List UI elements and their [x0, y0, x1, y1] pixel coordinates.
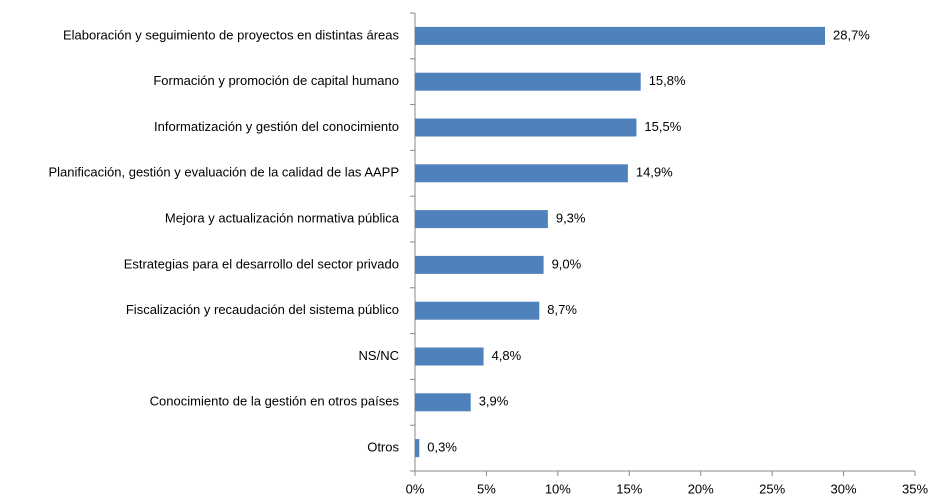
value-label: 0,3% — [427, 440, 457, 455]
y-tick-label: Otros — [367, 440, 399, 455]
bar — [415, 301, 540, 320]
bar — [415, 26, 825, 45]
y-tick-label: Mejora y actualización normativa pública — [165, 211, 400, 226]
value-label: 4,8% — [492, 348, 522, 363]
value-label: 3,9% — [479, 394, 509, 409]
bar — [415, 255, 544, 274]
bar — [415, 439, 420, 458]
bar — [415, 164, 628, 183]
x-tick-label: 35% — [902, 481, 928, 496]
bar — [415, 210, 548, 229]
x-tick-label: 30% — [831, 481, 857, 496]
y-tick-label: NS/NC — [359, 348, 399, 363]
bar — [415, 118, 637, 137]
value-label: 14,9% — [636, 165, 673, 180]
value-label: 28,7% — [833, 27, 870, 42]
value-label: 15,5% — [644, 119, 681, 134]
x-tick-label: 0% — [406, 481, 425, 496]
bar — [415, 72, 641, 91]
value-label: 9,3% — [556, 211, 586, 226]
y-tick-label: Estrategias para el desarrollo del secto… — [124, 256, 399, 271]
y-tick-label: Formación y promoción de capital humano — [153, 73, 399, 88]
y-tick-label: Planificación, gestión y evaluación de l… — [49, 165, 400, 180]
y-tick-label: Fiscalización y recaudación del sistema … — [126, 302, 399, 317]
y-tick-label: Informatización y gestión del conocimien… — [154, 119, 399, 134]
bar — [415, 347, 484, 366]
x-tick-label: 15% — [616, 481, 642, 496]
bar — [415, 393, 471, 412]
value-label: 15,8% — [649, 73, 686, 88]
value-label: 9,0% — [552, 256, 582, 271]
x-tick-label: 5% — [477, 481, 496, 496]
value-label: 8,7% — [547, 302, 577, 317]
x-tick-label: 20% — [688, 481, 714, 496]
x-tick-label: 10% — [545, 481, 571, 496]
y-tick-label: Elaboración y seguimiento de proyectos e… — [63, 27, 400, 42]
y-tick-label: Conocimiento de la gestión en otros país… — [150, 394, 400, 409]
x-tick-label: 25% — [759, 481, 785, 496]
